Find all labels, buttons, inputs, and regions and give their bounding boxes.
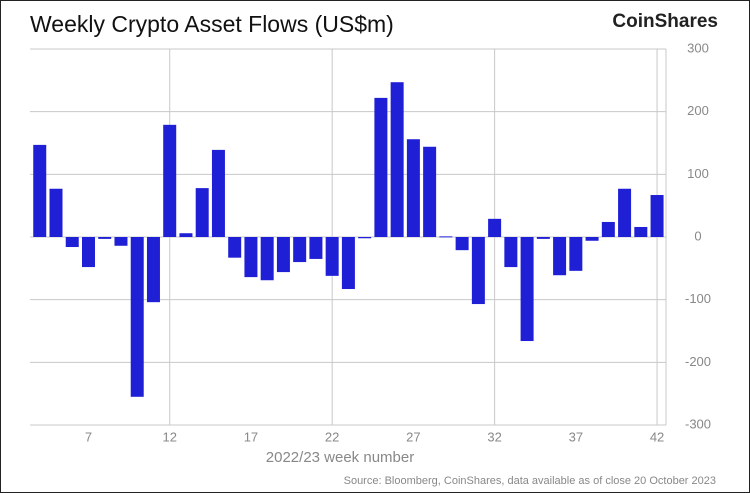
bar bbox=[536, 237, 550, 239]
chart-title: Weekly Crypto Asset Flows (US$m) bbox=[30, 11, 394, 37]
bar bbox=[341, 237, 355, 290]
y-tick-label: -300 bbox=[685, 416, 711, 431]
bar bbox=[471, 237, 485, 305]
bar bbox=[601, 221, 615, 237]
bar bbox=[439, 236, 453, 238]
bar bbox=[650, 195, 664, 237]
source-note: Source: Bloomberg, CoinShares, data avai… bbox=[344, 475, 716, 487]
bar bbox=[504, 237, 518, 268]
x-tick-label: 37 bbox=[569, 429, 583, 444]
bar bbox=[423, 146, 437, 237]
bar bbox=[618, 188, 632, 237]
x-tick-label: 27 bbox=[406, 429, 420, 444]
bar bbox=[98, 237, 112, 239]
x-tick-label: 7 bbox=[85, 429, 92, 444]
bar bbox=[488, 218, 502, 237]
bar bbox=[309, 237, 323, 259]
bar bbox=[358, 237, 372, 239]
bar bbox=[520, 237, 534, 342]
bar bbox=[33, 144, 47, 237]
x-tick-label: 42 bbox=[650, 429, 664, 444]
y-tick-label: 200 bbox=[687, 103, 709, 118]
bar bbox=[211, 149, 225, 237]
y-tick-label: 100 bbox=[687, 166, 709, 181]
x-tick-label: 32 bbox=[487, 429, 501, 444]
y-tick-label: 0 bbox=[694, 228, 701, 243]
x-tick-label: 22 bbox=[325, 429, 339, 444]
bar bbox=[293, 237, 307, 263]
bar bbox=[65, 237, 79, 248]
y-tick-label: -200 bbox=[685, 354, 711, 369]
bar bbox=[179, 233, 193, 237]
bar bbox=[163, 124, 177, 237]
bar bbox=[244, 237, 258, 278]
bar bbox=[553, 237, 567, 276]
bar bbox=[81, 237, 95, 268]
y-tick-label: 300 bbox=[687, 40, 709, 55]
bar bbox=[228, 237, 242, 258]
brand-logo: CoinShares bbox=[612, 11, 718, 32]
bar bbox=[195, 188, 209, 237]
bar bbox=[146, 237, 160, 303]
bar bbox=[634, 226, 648, 237]
x-axis-label: 2022/23 week number bbox=[266, 449, 414, 466]
bar bbox=[390, 82, 404, 237]
bar bbox=[276, 237, 290, 273]
bar bbox=[130, 237, 144, 397]
bar bbox=[455, 237, 469, 251]
x-tick-label: 17 bbox=[244, 429, 258, 444]
x-tick-label: 12 bbox=[162, 429, 176, 444]
bar bbox=[49, 188, 63, 237]
bar bbox=[114, 237, 128, 246]
bar bbox=[325, 237, 339, 276]
bar bbox=[569, 237, 583, 271]
bar bbox=[374, 97, 388, 237]
bar bbox=[406, 139, 420, 237]
y-tick-label: -100 bbox=[685, 291, 711, 306]
bar bbox=[585, 237, 599, 241]
bar bbox=[260, 237, 274, 281]
